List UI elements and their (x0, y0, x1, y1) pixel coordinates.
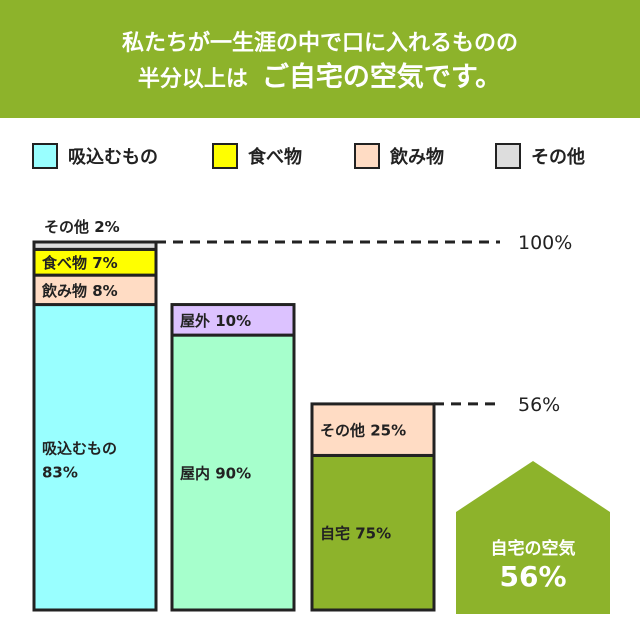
headline-line-2: 半分以上は ご自宅の空気です。 (0, 64, 640, 94)
bar-segment (310, 453, 436, 612)
bar-segment (32, 303, 158, 612)
legend-label: 食べ物 (248, 147, 302, 168)
legend-swatch (32, 143, 58, 169)
reference-label: 56% (518, 394, 560, 416)
headline-line-1: 私たちが一生涯の中で口に入れるものの (121, 31, 518, 56)
house-callout-label: 自宅の空気 (490, 539, 576, 559)
segment-label: その他 2% (44, 218, 120, 236)
segment-label: 食べ物 7% (42, 254, 118, 272)
legend-label: 飲み物 (390, 147, 444, 168)
bar-segment (170, 333, 296, 612)
segment-label: 屋内 90% (180, 465, 251, 483)
bar-segment (32, 240, 158, 251)
house-icon (456, 461, 610, 614)
legend-swatch (212, 143, 238, 169)
segment-label: 吸込むもの (42, 439, 117, 457)
bar-segment (310, 402, 436, 457)
legend-item-other: その他 (495, 142, 585, 170)
segment-label: 自宅 75% (320, 525, 391, 543)
legend-item-food: 食べ物 (212, 142, 302, 170)
segment-label: その他 25% (320, 422, 406, 440)
legend-item-inhaled: 吸込むもの (32, 142, 158, 170)
segment-label: 飲み物 8% (41, 282, 118, 300)
legend-label: その他 (531, 147, 585, 168)
segment-label: 83% (42, 463, 78, 481)
headline-prefix: 半分以上は (137, 67, 248, 92)
legend-item-drink: 飲み物 (354, 142, 444, 170)
header-banner: 私たちが一生涯の中で口に入れるものの 半分以上は ご自宅の空気です。 (0, 0, 640, 118)
headline-emphasis: ご自宅の空気です。 (261, 62, 503, 93)
legend-swatch (495, 143, 521, 169)
bar-segment (170, 303, 296, 337)
legend-label: 吸込むもの (68, 147, 158, 168)
segment-label: 屋外 10% (180, 312, 251, 330)
legend-swatch (354, 143, 380, 169)
reference-label: 100% (518, 232, 572, 254)
house-callout-value: 56% (499, 560, 567, 593)
